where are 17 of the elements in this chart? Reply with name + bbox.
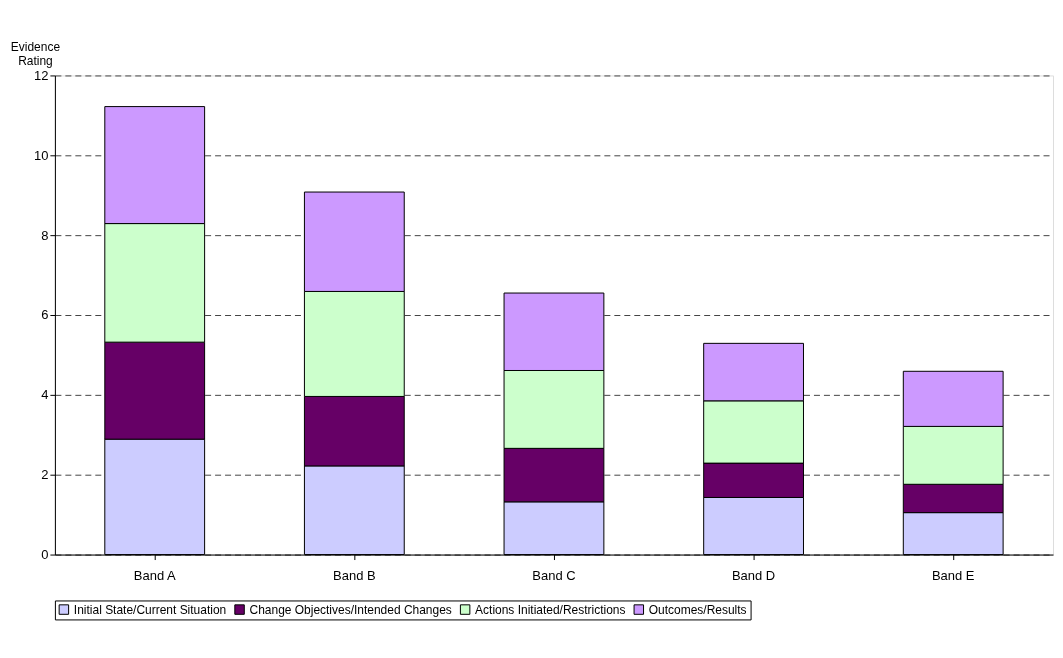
y-tick-label: 10 (33, 147, 49, 163)
y-tick-label: 0 (41, 547, 49, 563)
y-tick-label: 6 (41, 307, 49, 323)
x-tick-label: Band E (931, 568, 975, 583)
legend-label: Actions Initiated/Restrictions (475, 602, 626, 617)
x-tick-label: Band B (333, 568, 376, 583)
x-tick-label: Band D (731, 568, 776, 583)
y-tick-label: 8 (41, 227, 49, 243)
y-tick-label: 4 (41, 387, 49, 403)
y-tick-label: 2 (41, 467, 49, 483)
y-axis-title: Evidence Rating (10, 40, 61, 68)
legend-label: Outcomes/Results (648, 602, 747, 617)
x-tick-label: Band A (133, 568, 176, 583)
legend-label: Change Objectives/Intended Changes (249, 602, 452, 617)
x-tick-label: Band C (532, 568, 576, 583)
legend-label: Initial State/Current Situation (73, 602, 227, 617)
y-tick-label: 12 (33, 67, 49, 83)
